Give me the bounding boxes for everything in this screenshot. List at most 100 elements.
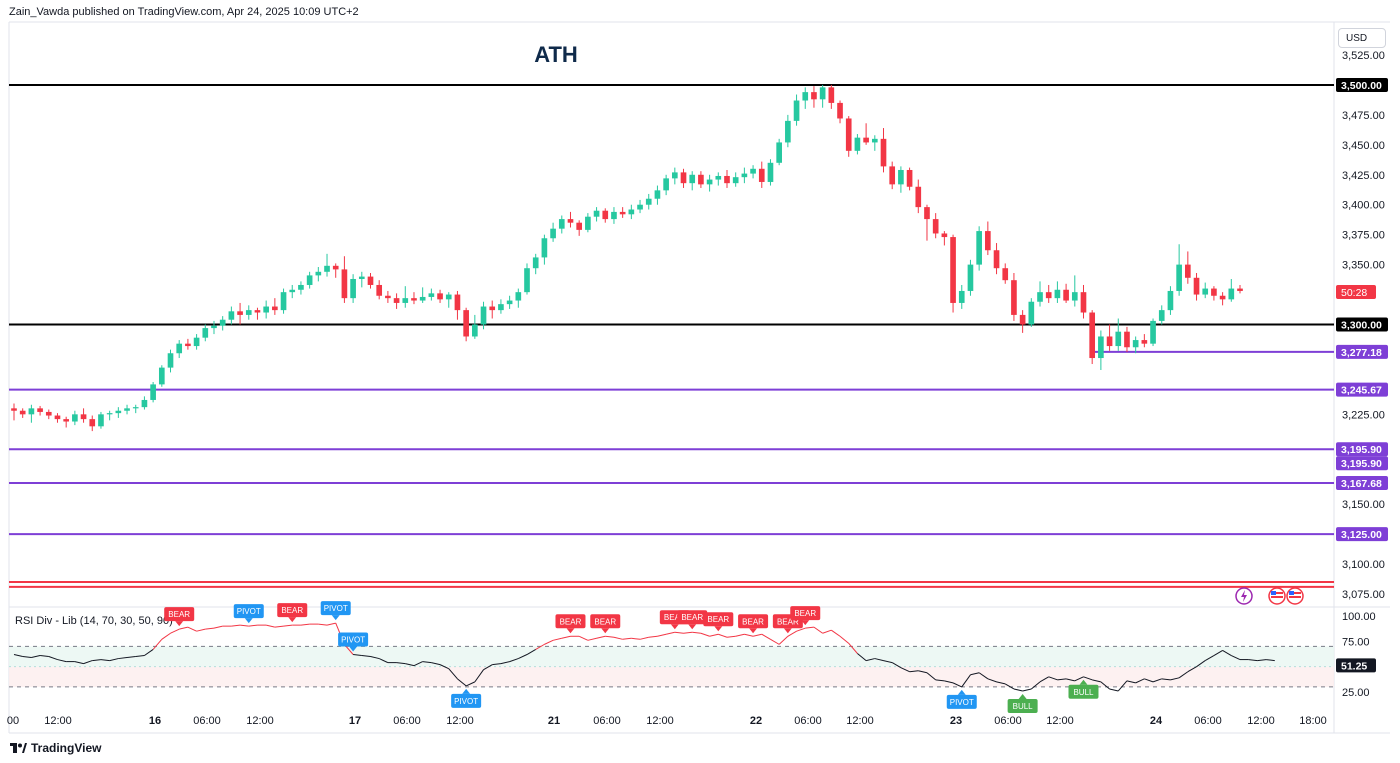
signal-tag-pivot-low: PIVOT	[451, 688, 482, 708]
us-flag-icon[interactable]	[1286, 587, 1304, 605]
candle	[402, 286, 409, 308]
candle	[315, 267, 322, 282]
candle	[515, 288, 522, 308]
candle	[524, 263, 530, 295]
svg-text:51.25: 51.25	[1341, 660, 1367, 672]
candle	[358, 271, 365, 288]
rsi-segment	[1031, 681, 1041, 690]
signal-tag-bear: BEAR	[790, 606, 821, 626]
rsi-segment	[1266, 659, 1275, 662]
rsi-segment	[370, 656, 380, 660]
rsi-segment	[1074, 676, 1084, 682]
time-tick-label: 12:00	[646, 715, 674, 727]
candle	[1071, 275, 1078, 307]
rsi-segment	[1152, 678, 1162, 683]
time-tick-label: 12:00	[1247, 715, 1275, 727]
candle	[837, 100, 843, 124]
rsi-segment	[1170, 677, 1180, 681]
candle	[341, 256, 348, 303]
candle	[967, 259, 974, 296]
rsi-segment	[1039, 676, 1049, 683]
candle	[1193, 272, 1200, 301]
rsi-segment	[865, 658, 875, 662]
rsi-tick-label: 100.00	[1342, 611, 1376, 623]
price-tick-label: 3,425.00	[1342, 170, 1385, 182]
candle	[1158, 305, 1165, 325]
candle	[828, 84, 835, 109]
lightning-icon[interactable]	[1235, 587, 1253, 605]
candle	[1202, 282, 1209, 299]
rsi-segment	[726, 635, 736, 638]
price-axis-tag: 3,300.00	[1336, 317, 1388, 332]
price-tick-label: 3,375.00	[1342, 230, 1385, 242]
candle	[785, 114, 791, 148]
price-tick-label: 3,100.00	[1342, 559, 1385, 571]
candle	[1167, 286, 1174, 315]
candle	[115, 407, 122, 418]
candle	[889, 161, 896, 190]
rsi-segment	[31, 655, 41, 659]
footer-brand[interactable]: TradingView	[9, 741, 101, 755]
rsi-segment	[970, 672, 980, 676]
candle	[167, 349, 174, 373]
candle	[698, 171, 704, 188]
currency-selector[interactable]: USD	[1338, 28, 1386, 48]
price-axis-tag: 3,245.67	[1336, 382, 1388, 397]
svg-text:BEAR: BEAR	[168, 610, 190, 619]
candle	[1132, 336, 1139, 354]
candle	[845, 116, 852, 157]
candle	[1106, 324, 1113, 351]
candle	[715, 172, 722, 186]
rsi-segment	[744, 633, 754, 637]
candle	[289, 284, 296, 299]
rsi-segment	[544, 639, 554, 645]
rsi-segment	[1222, 650, 1232, 656]
rsi-segment	[1213, 650, 1223, 656]
price-axis-tag: 3,125.00	[1336, 527, 1388, 542]
rsi-segment	[778, 635, 789, 645]
rsi-segment	[1248, 659, 1258, 662]
rsi-segment	[353, 654, 362, 657]
time-tick-label: 06:00	[794, 715, 822, 727]
rsi-segment	[126, 656, 136, 659]
rsi-segment	[1257, 659, 1267, 662]
time-axis: 00 12:00 16 06:00 12:00 17 06:00 12:00 21 06:00 12…	[7, 715, 1327, 727]
candle	[976, 226, 982, 271]
candle	[1080, 284, 1087, 319]
us-flag-icon[interactable]	[1268, 587, 1286, 605]
rsi-segment	[535, 643, 545, 650]
indicator-title[interactable]: RSI Div - Lib (14, 70, 30, 50, 90)	[15, 615, 173, 627]
candle	[228, 306, 235, 325]
rsi-segment	[22, 656, 32, 659]
rsi-segment	[213, 625, 223, 629]
candle	[1219, 292, 1226, 306]
candle	[1185, 251, 1191, 284]
candle	[80, 408, 87, 423]
candle	[532, 253, 539, 275]
rsi-segment	[961, 674, 971, 688]
rsi-segment	[500, 661, 510, 665]
candle	[593, 207, 600, 222]
candle	[776, 138, 782, 166]
rsi-segment	[639, 636, 649, 640]
time-tick-label: 12:00	[44, 715, 72, 727]
rsi-segment	[144, 649, 154, 656]
rsi-segment	[1100, 681, 1110, 690]
rsi-segment	[439, 664, 449, 670]
candle	[724, 169, 730, 188]
candle	[245, 305, 252, 320]
candle	[993, 243, 1000, 275]
rsi-segment	[57, 659, 67, 663]
candle	[941, 231, 948, 246]
signal-tag-bear: BEAR	[738, 614, 769, 634]
rsi-segment	[787, 630, 797, 637]
candle	[89, 415, 96, 432]
candle	[1124, 326, 1130, 353]
candle	[472, 314, 478, 339]
price-axis: 3,525.00 3,475.00 3,450.00 3,425.00 3,400.00…	[1336, 50, 1388, 601]
rsi-segment	[700, 632, 710, 637]
time-tick-label: 21	[548, 715, 560, 727]
rsi-segment	[831, 629, 841, 637]
candle	[411, 292, 417, 305]
